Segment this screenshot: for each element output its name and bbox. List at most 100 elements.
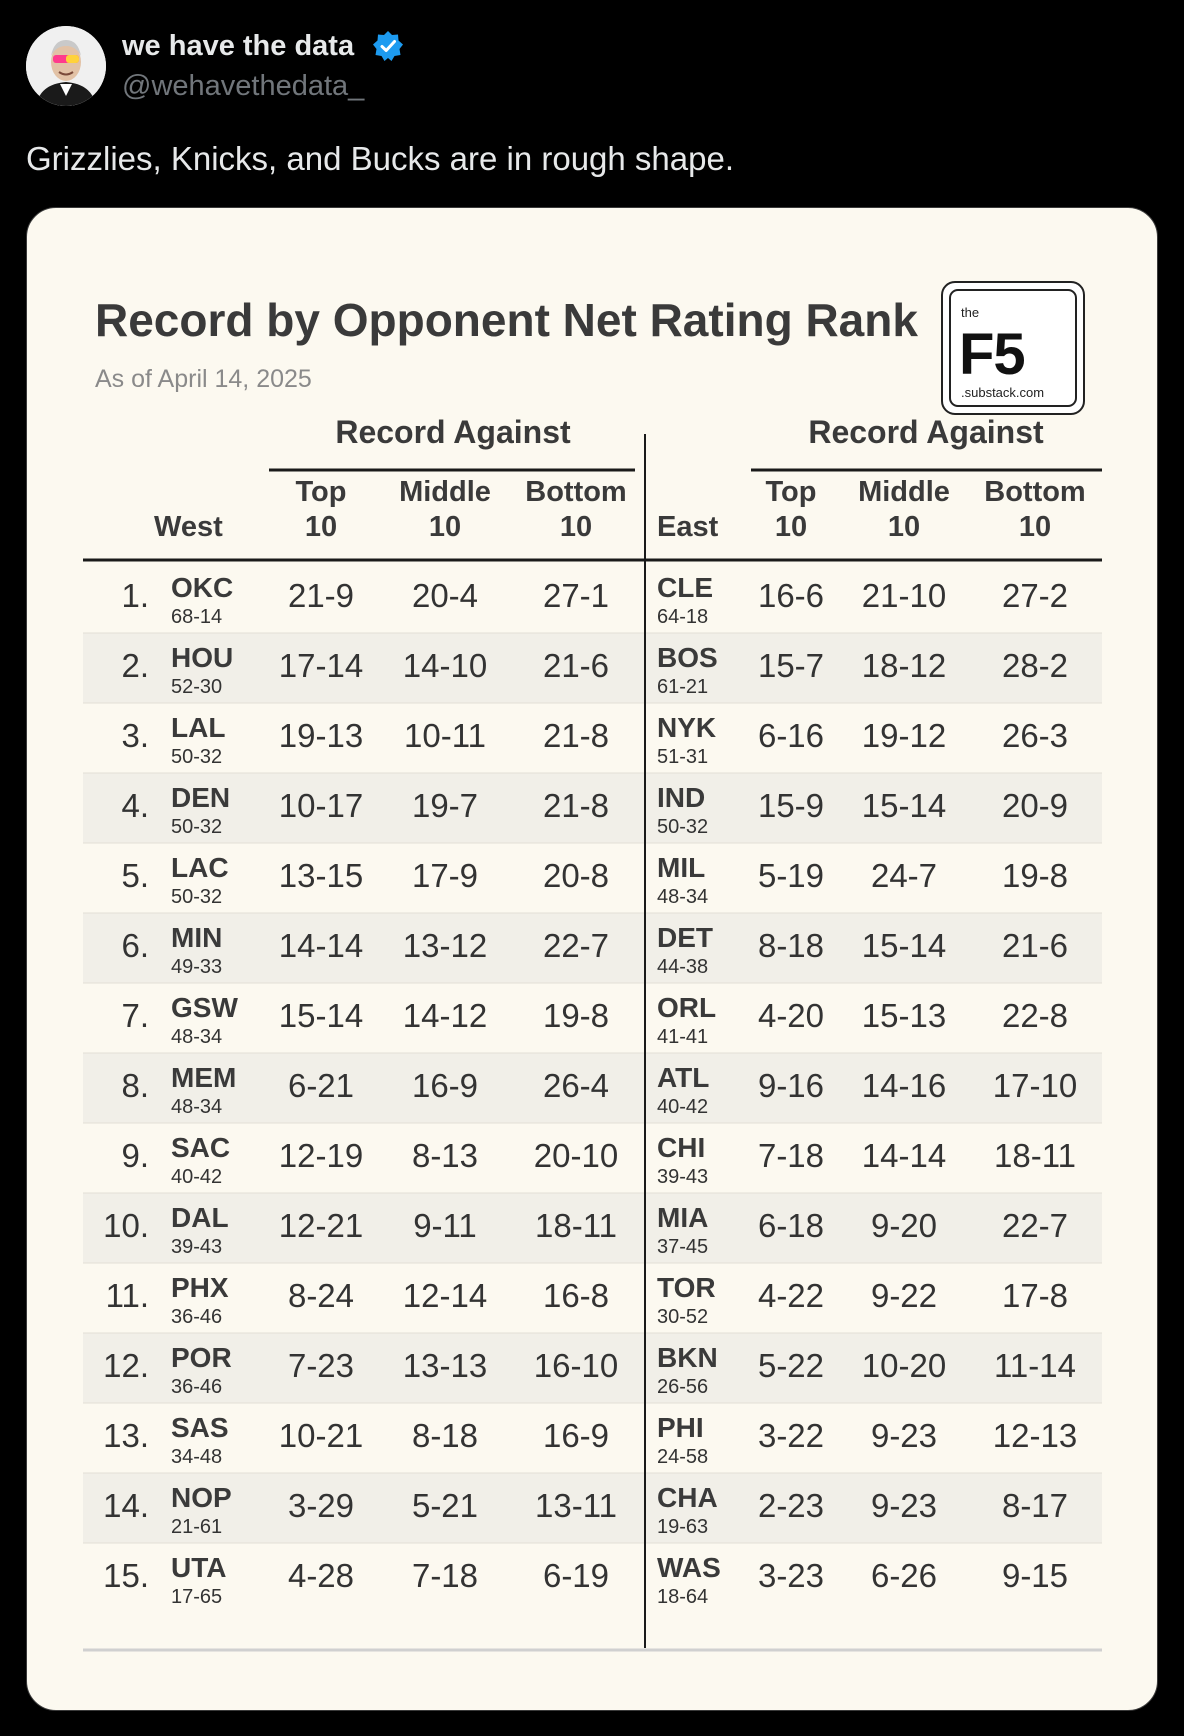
east-middle10-record: 14-14 [862, 1137, 946, 1174]
avatar[interactable] [26, 26, 106, 106]
west-middle10-record: 14-10 [403, 647, 487, 684]
tweet-media-card[interactable]: Record by Opponent Net Rating Rank As of… [26, 207, 1158, 1711]
west-team: OKC [171, 572, 233, 603]
west-top10-record: 7-23 [288, 1347, 354, 1384]
east-bottom10-record: 20-9 [1002, 787, 1068, 824]
west-team: LAL [171, 712, 225, 743]
west-team: SAS [171, 1412, 229, 1443]
west-team-record: 68-14 [171, 606, 222, 628]
east-team: DET [657, 922, 713, 953]
west-bottom10-record: 20-10 [534, 1137, 618, 1174]
east-team: CHA [657, 1482, 718, 1513]
west-middle10-record: 17-9 [412, 857, 478, 894]
east-bottom10-record: 27-2 [1002, 577, 1068, 614]
west-middle10-record: 12-14 [403, 1277, 487, 1314]
west-middle10-record: 19-7 [412, 787, 478, 824]
west-middle10-record: 20-4 [412, 577, 478, 614]
west-team-record: 36-46 [171, 1306, 222, 1328]
east-middle10-record: 10-20 [862, 1347, 946, 1384]
west-middle10-record: 9-11 [413, 1207, 477, 1244]
author-name[interactable]: we have the data [122, 30, 355, 62]
west-group-label: Record Against [335, 414, 571, 450]
east-middle10-record: 9-23 [871, 1487, 937, 1524]
table-row: 11. PHX 36-46 8-24 12-14 16-8 TOR 30-52 4-22 9-22… [106, 1272, 1068, 1328]
west-bottom10-record: 6-19 [543, 1557, 609, 1594]
table-row: 7. GSW 48-34 15-14 14-12 19-8 ORL 41-41 4-20 15-1… [121, 992, 1068, 1048]
west-rank: 8. [121, 1067, 149, 1104]
west-top10-record: 14-14 [279, 927, 363, 964]
table-row: 12. POR 36-46 7-23 13-13 16-10 BKN 26-56 5-22 10-… [103, 1342, 1076, 1398]
east-middle10-record: 15-13 [862, 997, 946, 1034]
east-middle10-record: 24-7 [871, 857, 937, 894]
tweet-text: Grizzlies, Knicks, and Bucks are in roug… [26, 140, 735, 177]
east-top10-record: 4-20 [758, 997, 824, 1034]
author-handle[interactable]: @wehavethedata_ [122, 70, 365, 102]
west-rank: 5. [121, 857, 149, 894]
east-top10-record: 3-23 [758, 1557, 824, 1594]
west-rank: 1. [121, 577, 149, 614]
east-team-record: 30-52 [657, 1306, 708, 1328]
table-row: 8. MEM 48-34 6-21 16-9 26-4 ATL 40-42 9-16 14-16 1… [121, 1062, 1077, 1118]
table-row: 2. HOU 52-30 17-14 14-10 21-6 BOS 61-21 15-7 18-1… [121, 642, 1068, 698]
east-team-record: 41-41 [657, 1026, 708, 1048]
table-row: 9. SAC 40-42 12-19 8-13 20-10 CHI 39-43 7-18 14-1… [121, 1132, 1076, 1188]
east-middle10-record: 21-10 [862, 577, 946, 614]
west-rank: 4. [121, 787, 149, 824]
east-bottom10-record: 11-14 [994, 1347, 1076, 1384]
east-team: BKN [657, 1342, 718, 1373]
west-team: MEM [171, 1062, 236, 1093]
east-bottom10-record: 9-15 [1002, 1557, 1068, 1594]
east-team-record: 19-63 [657, 1516, 708, 1538]
east-group-label: Record Against [808, 414, 1044, 450]
west-middle10-record: 10-11 [404, 717, 486, 754]
east-top10-record: 15-7 [758, 647, 824, 684]
west-top10-record: 4-28 [288, 1557, 354, 1594]
east-middle-header-line2: 10 [888, 511, 920, 543]
table-row: 1. OKC 68-14 21-9 20-4 27-1 CLE 64-18 16-6 21-10 2… [121, 572, 1068, 628]
west-rank: 13. [103, 1417, 149, 1454]
west-rank: 6. [121, 927, 149, 964]
west-top10-record: 19-13 [279, 717, 363, 754]
row-stripe [83, 773, 1102, 843]
east-middle-header-line1: Middle [858, 476, 950, 508]
west-team-record: 17-65 [171, 1586, 222, 1608]
west-middle10-record: 7-18 [412, 1557, 478, 1594]
west-rank: 7. [121, 997, 149, 1034]
west-top10-record: 3-29 [288, 1487, 354, 1524]
east-top10-record: 7-18 [758, 1137, 824, 1174]
table-row: 15. UTA 17-65 4-28 7-18 6-19 WAS 18-64 3-23 6-26 9… [103, 1552, 1068, 1608]
east-middle10-record: 6-26 [871, 1557, 937, 1594]
west-team: NOP [171, 1482, 232, 1513]
west-bottom10-record: 21-6 [543, 647, 609, 684]
east-bottom-header-line2: 10 [1019, 511, 1051, 543]
east-team-record: 37-45 [657, 1236, 708, 1258]
east-team: MIL [657, 852, 705, 883]
table-row: 14. NOP 21-61 3-29 5-21 13-11 CHA 19-63 2-23 9-23… [103, 1482, 1068, 1538]
chart-title: Record by Opponent Net Rating Rank [95, 294, 918, 346]
west-top10-record: 12-21 [279, 1207, 363, 1244]
east-team-record: 18-64 [657, 1586, 708, 1608]
west-team-record: 49-33 [171, 956, 222, 978]
east-team: MIA [657, 1202, 708, 1233]
east-team-record: 48-34 [657, 886, 708, 908]
east-team-record: 40-42 [657, 1096, 708, 1118]
west-middle-header-line2: 10 [429, 511, 461, 543]
west-top10-record: 10-21 [279, 1417, 363, 1454]
logo-f5-text: F5 [959, 322, 1026, 387]
east-bottom10-record: 28-2 [1002, 647, 1068, 684]
f5-logo: the F5 .substack.com [941, 281, 1085, 415]
west-rank: 15. [103, 1557, 149, 1594]
east-team: NYK [657, 712, 716, 743]
west-top10-record: 6-21 [288, 1067, 354, 1104]
west-top10-record: 10-17 [279, 787, 363, 824]
west-team: GSW [171, 992, 238, 1023]
east-middle10-record: 9-23 [871, 1417, 937, 1454]
west-rank: 14. [103, 1487, 149, 1524]
east-bottom-header-line1: Bottom [984, 476, 1085, 508]
east-top10-record: 2-23 [758, 1487, 824, 1524]
west-team: MIN [171, 922, 222, 953]
east-bottom10-record: 26-3 [1002, 717, 1068, 754]
chart-subtitle: As of April 14, 2025 [95, 365, 312, 393]
west-top10-record: 13-15 [279, 857, 363, 894]
west-team-record: 48-34 [171, 1096, 222, 1118]
